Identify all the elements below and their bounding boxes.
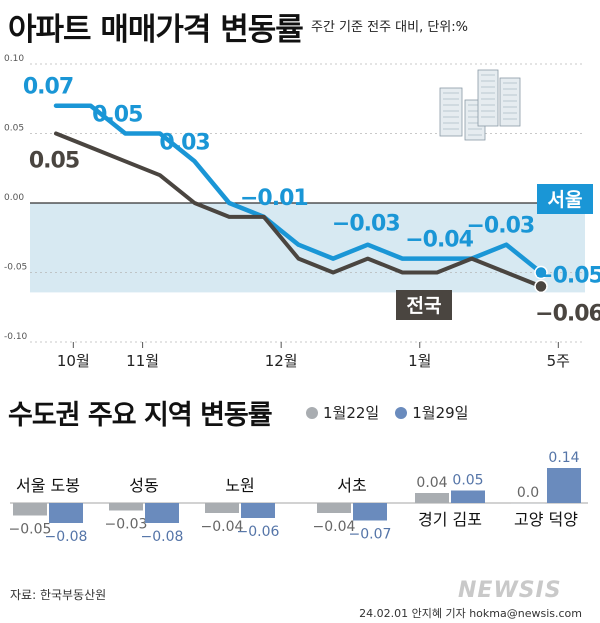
legend-item-prev: 1월22일 <box>306 402 379 423</box>
seoul-data-label: −0.03 <box>466 214 534 239</box>
y-tick-label: 0.00 <box>4 193 24 203</box>
bar-jan22 <box>205 503 239 513</box>
bar-value-label: −0.08 <box>141 529 184 545</box>
newsis-watermark: NEWSIS <box>458 578 562 603</box>
series-end-marker <box>534 265 548 280</box>
seoul-data-label: −0.05 <box>535 264 600 289</box>
seoul-data-label: −0.01 <box>240 186 308 211</box>
bar-value-label: 0.05 <box>452 473 483 489</box>
seoul-data-label: 0.05 <box>92 103 142 128</box>
national-data-label: −0.06 <box>535 301 600 326</box>
line-chart: 0.10 0.05 0.00 -0.05 -0.10 10월 11월 12월 1월 5주 0.07 0… <box>4 54 600 370</box>
bar-category-label: 노원 <box>225 476 254 495</box>
x-tick-label: 10월 <box>57 352 90 370</box>
source-note: 자료: 한국부동산원 <box>10 588 107 602</box>
x-tick-label: 1월 <box>408 352 431 370</box>
chart-subtitle: 주간 기준 전주 대비, 단위:% <box>311 20 468 35</box>
bar-jan29 <box>353 503 387 521</box>
bar-jan29 <box>49 503 83 523</box>
bar-value-label: −0.04 <box>201 519 244 535</box>
byline: 24.02.01 안지혜 기자 hokma@newsis.com <box>359 607 582 620</box>
bar-value-label: 0.0 <box>517 485 539 501</box>
building-shape <box>477 69 499 127</box>
bar-value-label: 0.04 <box>416 475 447 491</box>
series-end-marker <box>534 279 548 294</box>
y-tick-label: 0.05 <box>4 124 24 134</box>
legend-label-curr: 1월29일 <box>412 404 469 422</box>
series-line-national <box>54 131 543 289</box>
national-name-box <box>396 290 452 320</box>
bar-jan22 <box>511 503 545 504</box>
bar-jan29 <box>145 503 179 523</box>
legend-item-curr: 1월29일 <box>395 402 468 423</box>
seoul-data-label: 0.03 <box>159 130 209 155</box>
seoul-data-label: −0.03 <box>332 212 400 237</box>
seoul-name-box <box>537 184 593 214</box>
bar-jan29 <box>451 490 485 503</box>
bar-jan22 <box>317 503 351 513</box>
building-shape <box>439 87 463 137</box>
bar-category-label: 경기 김포 <box>418 510 482 529</box>
seoul-data-label: −0.04 <box>405 228 473 253</box>
national-data-label: 0.05 <box>29 149 79 174</box>
legend-swatch-prev <box>306 406 318 419</box>
seoul-name-label: 서울 <box>548 189 583 211</box>
bar-jan22 <box>109 503 143 511</box>
buildings-illustration <box>439 69 521 141</box>
bar-value-label: −0.03 <box>105 517 148 533</box>
bar-value-label: −0.04 <box>313 519 356 535</box>
bar-value-label: −0.08 <box>45 529 88 545</box>
bar-jan22 <box>415 493 449 503</box>
bar-jan29 <box>241 503 275 518</box>
bar-value-label: 0.14 <box>548 450 579 466</box>
bar-jan29 <box>547 468 581 503</box>
x-tick-label: 12월 <box>265 352 298 370</box>
bar-category-label: 서울 도봉 <box>16 476 80 495</box>
bar-legend: 1월22일 1월29일 <box>306 402 484 423</box>
bar-jan22 <box>13 503 47 516</box>
legend-label-prev: 1월22일 <box>323 404 380 422</box>
x-tick-label: 11월 <box>126 352 159 370</box>
bar-value-label: −0.06 <box>237 524 280 540</box>
regional-chart-title: 수도권 주요 지역 변동률 <box>8 400 273 431</box>
chart-title: 아파트 매매가격 변동률 <box>8 12 304 48</box>
y-tick-label: -0.10 <box>4 332 28 342</box>
building-shape <box>499 77 521 127</box>
bar-category-label: 고양 덕양 <box>514 510 578 529</box>
national-name-label: 전국 <box>407 295 442 317</box>
bar-category-label: 서초 <box>337 476 366 495</box>
bar-category-label: 성동 <box>129 476 158 495</box>
y-tick-label: -0.05 <box>4 263 27 273</box>
bar-value-label: −0.05 <box>9 522 52 538</box>
bar-value-label: −0.07 <box>349 527 392 543</box>
legend-swatch-curr <box>395 406 408 419</box>
series-line-seoul <box>53 103 544 275</box>
y-tick-label: 0.10 <box>4 54 24 64</box>
seoul-data-label: 0.07 <box>23 75 73 100</box>
x-tick-label: 5주 <box>547 352 570 370</box>
